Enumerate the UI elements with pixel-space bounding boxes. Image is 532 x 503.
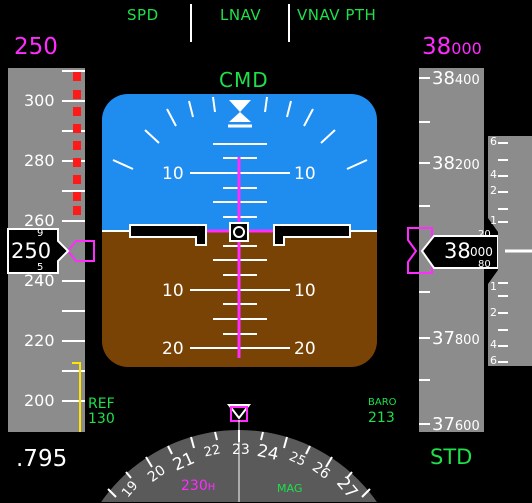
compass-label: 24: [255, 440, 281, 466]
baro-std: STD: [430, 445, 473, 469]
current-altitude-roll-lower: 80: [478, 259, 491, 270]
altitude-tape-label: 38400: [432, 68, 480, 89]
current-speed: 250: [11, 239, 52, 263]
speed-tape-label: 260: [24, 211, 55, 230]
selected-speed: 250: [14, 34, 58, 60]
speed-tape-label: 220: [24, 331, 55, 350]
pitch-label: 20: [162, 339, 184, 359]
vsi-label: 2: [490, 184, 497, 197]
vsi-label: 2: [490, 306, 497, 319]
current-altitude-sub: 000: [470, 245, 493, 259]
compass-label: 23: [232, 442, 250, 458]
selected-altitude: 38000: [422, 34, 482, 60]
pitch-label: 10: [294, 281, 316, 301]
current-speed-roll-upper: 9: [37, 228, 44, 239]
current-altitude-roll-upper: 20: [478, 229, 491, 240]
ref-speed-value: 130: [88, 411, 115, 427]
ref-speed-label: REF: [88, 396, 115, 412]
altitude-tape-label: 38200: [432, 153, 480, 174]
vsi-label: 4: [490, 338, 497, 351]
speed-tape-label: 240: [24, 271, 55, 290]
speed-tape-label: 300: [24, 91, 55, 110]
vsi-label: 1: [490, 280, 497, 293]
pitch-label: 10: [294, 164, 316, 184]
fma-divider: [288, 4, 290, 42]
mach-number: .795: [16, 446, 68, 472]
current-altitude: 38: [444, 239, 471, 263]
fma-roll-mode: LNAV: [220, 6, 262, 24]
vsi-label: 1: [490, 214, 497, 227]
pitch-label: 20: [294, 339, 316, 359]
fma-pitch-mode: VNAV PTH: [297, 6, 377, 24]
vsi-label: 4: [490, 168, 497, 181]
speed-tape-label: 200: [24, 391, 55, 410]
vsi-label: 6: [490, 354, 497, 367]
altitude-tape-label: 37800: [432, 328, 480, 349]
altitude-tape-label: 37600: [432, 414, 480, 435]
vsi-label: 6: [490, 135, 497, 148]
speed-tape-label: 280: [24, 151, 55, 170]
heading-mode: MAG: [277, 482, 303, 495]
fma-speed-mode: SPD: [127, 6, 159, 24]
selected-heading: 230H: [181, 478, 216, 494]
fma-divider: [190, 4, 192, 42]
baro-label: BARO: [368, 397, 397, 408]
baro-value: 213: [368, 410, 395, 426]
autopilot-status: CMD: [219, 68, 269, 92]
current-speed-roll-lower: 5: [37, 262, 44, 273]
pitch-label: 10: [162, 164, 184, 184]
pitch-label: 10: [162, 281, 184, 301]
